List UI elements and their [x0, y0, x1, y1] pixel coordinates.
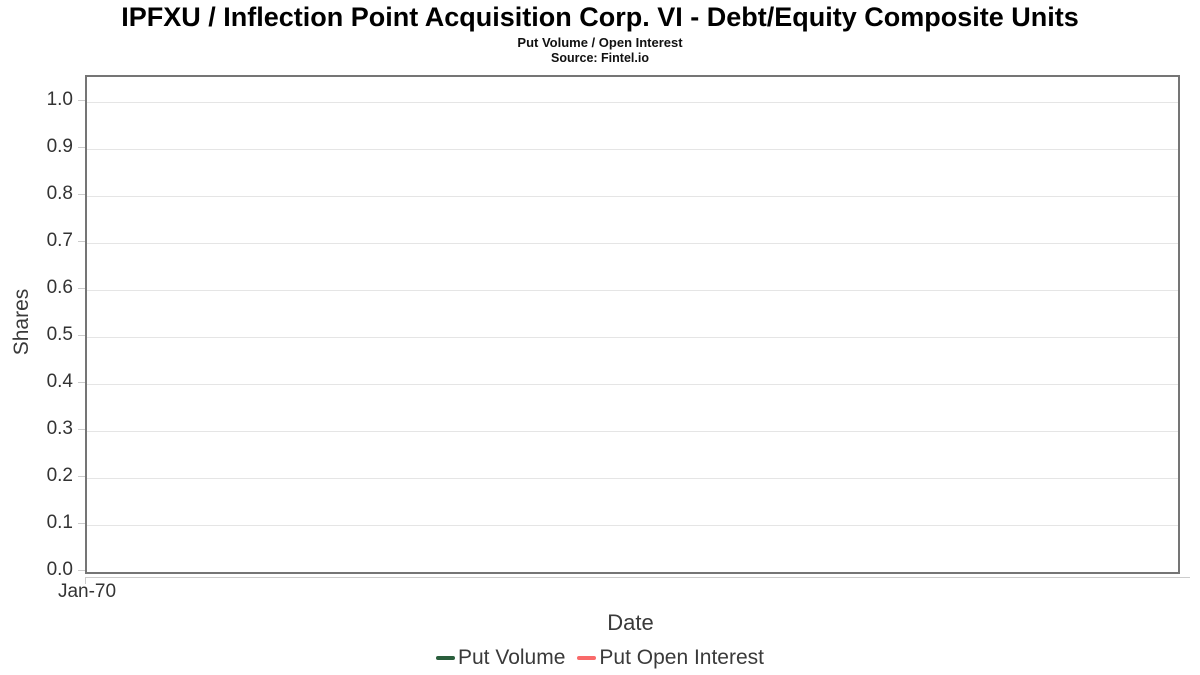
y-axis-tick-mark	[78, 147, 85, 148]
y-tick-label: 0.3	[46, 418, 73, 439]
chart-subtitle: Put Volume / Open Interest	[517, 35, 683, 50]
x-axis-tick-mark	[85, 577, 86, 584]
y-axis-tick-mark	[78, 288, 85, 289]
y-tick-label: 0.0	[46, 559, 73, 580]
y-tick-label: 0.1	[46, 512, 73, 533]
gridline	[87, 243, 1178, 244]
y-axis-tick-mark	[78, 523, 85, 524]
gridline	[87, 384, 1178, 385]
x-tick-label: Jan-70	[57, 581, 117, 602]
gridline	[87, 196, 1178, 197]
legend-line-swatch	[577, 656, 597, 660]
chart-title: IPFXU / Inflection Point Acquisition Cor…	[121, 2, 1079, 32]
y-tick-label: 0.6	[46, 277, 73, 298]
y-tick-label: 0.5	[46, 324, 73, 345]
chart-source: Source: Fintel.io	[551, 51, 649, 65]
gridline	[87, 431, 1178, 432]
gridline	[87, 478, 1178, 479]
gridline	[87, 290, 1178, 291]
y-tick-label: 1.0	[46, 89, 73, 110]
y-tick-label: 0.9	[46, 136, 73, 157]
legend-item-put-volume[interactable]: Put Volume	[435, 646, 566, 670]
legend-item-put-open-interest[interactable]: Put Open Interest	[577, 646, 764, 670]
x-axis-line	[85, 577, 1190, 578]
y-axis-tick-mark	[78, 476, 85, 477]
legend: Put Volume Put Open Interest	[0, 646, 1200, 670]
y-tick-label: 0.8	[46, 183, 73, 204]
y-axis-tick-mark	[78, 241, 85, 242]
gridline	[87, 102, 1178, 103]
y-tick-label: 0.2	[46, 465, 73, 486]
legend-label: Put Open Interest	[599, 646, 764, 669]
y-tick-label: 0.4	[46, 371, 73, 392]
y-axis-tick-mark	[78, 100, 85, 101]
y-axis-tick-mark	[78, 382, 85, 383]
gridline	[87, 149, 1178, 150]
x-axis-label: Date	[607, 610, 654, 635]
legend-label: Put Volume	[457, 646, 566, 669]
y-axis-tick-mark	[78, 429, 85, 430]
plot-area	[85, 75, 1180, 574]
y-axis-tick-mark	[78, 570, 85, 571]
y-axis-tick-mark	[78, 335, 85, 336]
legend-line-swatch	[435, 656, 455, 660]
y-axis-label: Shares	[10, 288, 33, 356]
gridline	[87, 525, 1178, 526]
y-tick-label: 0.7	[46, 230, 73, 251]
y-axis-tick-mark	[78, 194, 85, 195]
gridline	[87, 337, 1178, 338]
